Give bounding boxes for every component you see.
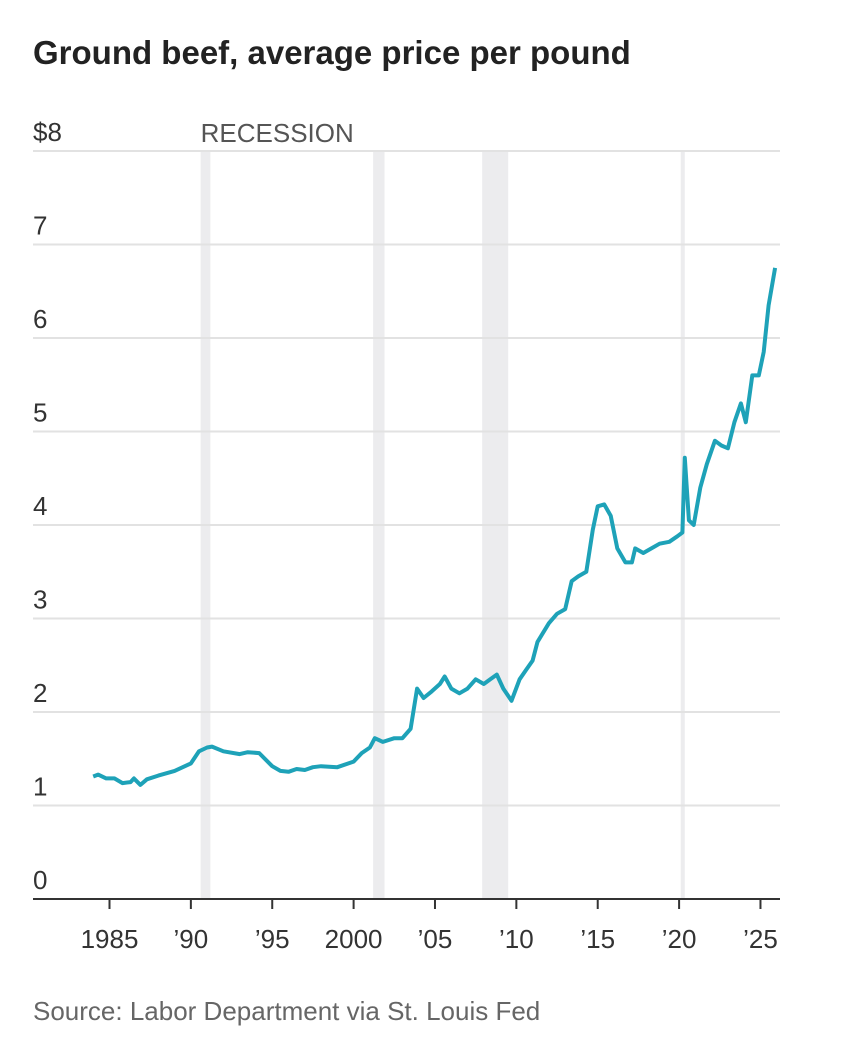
y-tick-label: $8	[33, 117, 62, 147]
x-tick-label: ’05	[418, 924, 453, 954]
price-line	[92, 267, 778, 787]
y-tick-label: 2	[33, 678, 47, 708]
x-tick-label: ’25	[743, 924, 778, 954]
x-tick-label: ’20	[662, 924, 697, 954]
y-tick-label: 7	[33, 211, 47, 241]
x-tick-label: ’90	[174, 924, 209, 954]
x-tick-label: ’95	[255, 924, 290, 954]
source: Source: Labor Department via St. Louis F…	[33, 996, 540, 1026]
y-tick-label: 0	[33, 865, 47, 895]
x-tick-label: ’15	[580, 924, 615, 954]
x-tick-label: 1985	[81, 924, 139, 954]
y-tick-label: 6	[33, 304, 47, 334]
y-tick-label: 5	[33, 398, 47, 428]
y-tick-label: 3	[33, 585, 47, 615]
recession-label: RECESSION	[201, 118, 354, 148]
y-tick-label: 1	[33, 772, 47, 802]
chart-title: Ground beef, average price per pound	[33, 34, 631, 71]
y-tick-label: 4	[33, 491, 47, 521]
x-tick-label: ’10	[499, 924, 534, 954]
x-tick-label: 2000	[325, 924, 383, 954]
